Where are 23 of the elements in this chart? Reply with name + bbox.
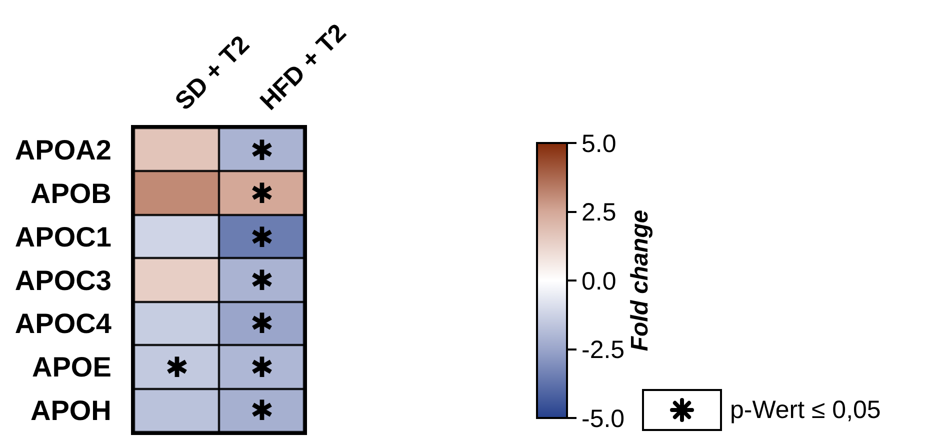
color-bar-label: -5.0 <box>582 404 625 433</box>
y-tick-label: APOA2 <box>14 134 112 166</box>
y-tick-label: APOC3 <box>14 264 112 296</box>
data-label: ✱ <box>250 220 274 254</box>
color-bar-label: 2.5 <box>582 198 616 226</box>
y-tick-label: APOE <box>32 352 112 383</box>
color-bar-label: 5.0 <box>582 130 616 158</box>
color-bar-label: 0.0 <box>582 267 616 296</box>
x-tick-label: SD + T2 <box>170 30 255 116</box>
y-tick-label: APOH <box>30 395 112 426</box>
text: p-Wert ≤ 0,05 <box>730 396 881 424</box>
data-label: ✱ <box>165 350 189 384</box>
data-label: ✱ <box>250 350 274 384</box>
data-label: ✱ <box>250 394 274 427</box>
data-label: ✱ <box>250 176 274 210</box>
data-label: ✱ <box>250 134 274 167</box>
data-label: ✱ <box>250 306 274 340</box>
data-label: ✱ <box>250 264 274 297</box>
y-tick-label: APOC1 <box>14 221 112 252</box>
color-bar-title: Fold change <box>626 210 654 352</box>
y-tick-label: APOB <box>30 178 112 209</box>
y-tick-label: APOC4 <box>14 308 112 340</box>
color-bar-label: -2.5 <box>582 336 625 364</box>
